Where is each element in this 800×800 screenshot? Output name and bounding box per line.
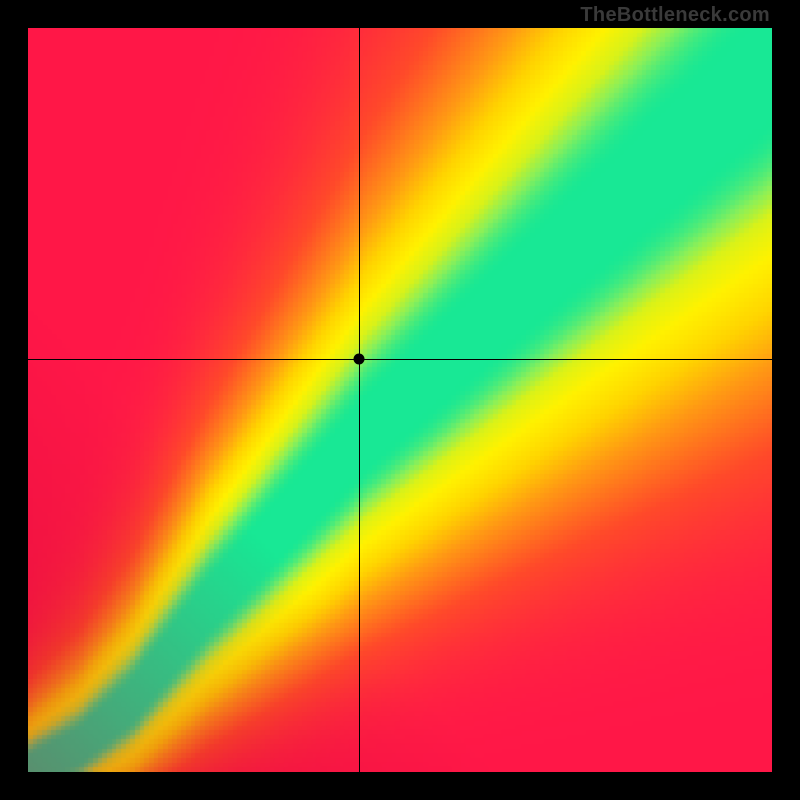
crosshair-vertical xyxy=(359,28,360,772)
chart-container: TheBottleneck.com xyxy=(0,0,800,800)
crosshair-horizontal xyxy=(28,359,772,360)
crosshair-marker xyxy=(354,354,365,365)
watermark-text: TheBottleneck.com xyxy=(580,4,770,27)
heatmap-canvas xyxy=(28,28,772,772)
